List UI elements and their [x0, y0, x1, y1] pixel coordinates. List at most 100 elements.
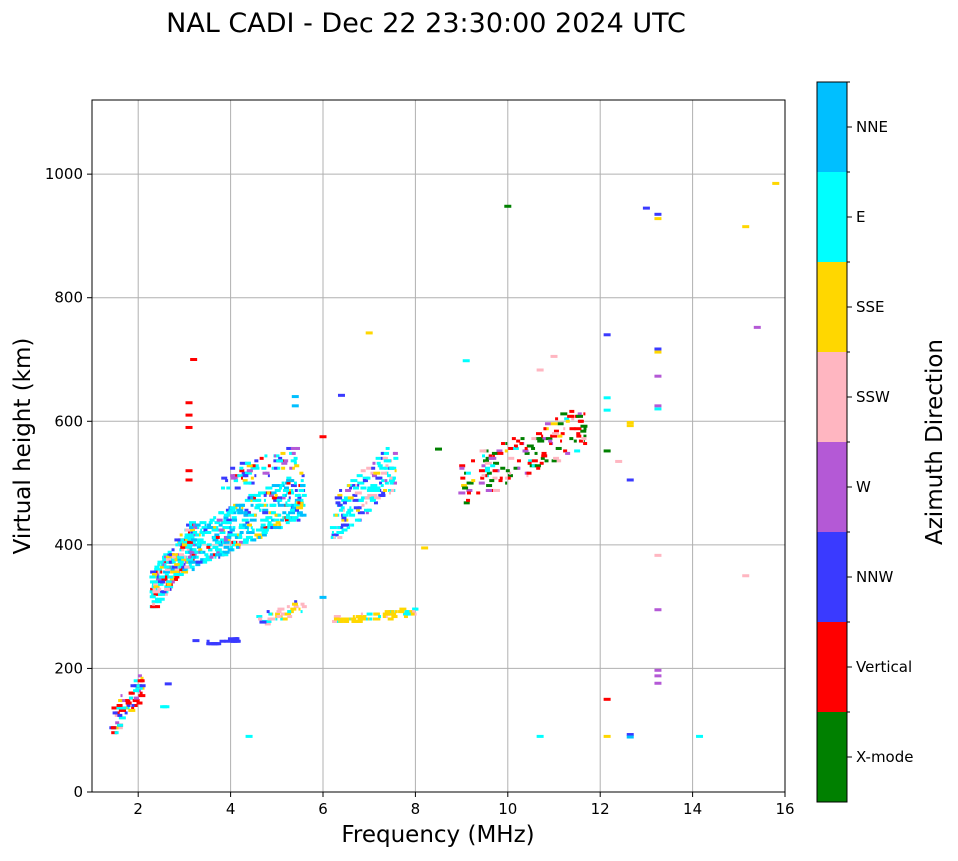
echo-point: [193, 523, 196, 527]
echo-point: [193, 523, 201, 527]
echo-point: [331, 533, 339, 537]
echo-point: [508, 456, 515, 460]
echo-point: [536, 368, 544, 372]
echo-point: [394, 615, 398, 619]
echo-point: [565, 419, 570, 423]
echo-point: [382, 451, 390, 455]
echo-point: [218, 543, 223, 547]
echo-point: [190, 526, 194, 530]
echo-point: [370, 484, 378, 488]
echo-point: [565, 451, 571, 455]
x-tick-label: 10: [498, 800, 517, 818]
echo-point: [275, 488, 279, 492]
echo-point: [319, 435, 327, 439]
echo-point: [541, 451, 547, 455]
echo-point: [499, 476, 503, 480]
echo-point: [535, 432, 542, 436]
echo-point: [531, 437, 537, 441]
echo-point: [294, 493, 301, 497]
echo-point: [583, 442, 588, 446]
echo-point: [162, 558, 167, 562]
echo-point: [179, 553, 185, 557]
echo-point: [171, 565, 178, 569]
echo-point: [298, 607, 301, 611]
echo-point: [398, 610, 404, 614]
echo-point: [507, 476, 511, 480]
plot-frame: [91, 99, 786, 793]
echo-point: [174, 563, 181, 567]
echo-point: [383, 488, 388, 492]
echo-point: [162, 705, 170, 709]
echo-point: [138, 694, 146, 698]
echo-point: [235, 535, 241, 539]
echo-point: [192, 540, 196, 544]
echo-point: [254, 493, 261, 497]
echo-point: [273, 459, 279, 463]
echo-point: [117, 723, 124, 727]
echo-point: [349, 484, 356, 488]
echo-point: [291, 506, 299, 510]
echo-point: [231, 533, 237, 537]
echo-point: [576, 434, 582, 438]
echo-point: [217, 528, 224, 532]
echo-point: [246, 531, 253, 534]
echo-point: [435, 447, 442, 451]
echo-point: [339, 619, 344, 623]
echo-point: [626, 735, 634, 739]
echo-point: [293, 503, 300, 507]
echo-point: [543, 427, 547, 431]
echo-point: [149, 595, 156, 599]
echo-point: [337, 503, 343, 507]
echo-point: [337, 526, 341, 530]
echo-point: [466, 498, 471, 502]
colorbar-tick-label: Vertical: [856, 658, 912, 676]
echo-point: [385, 464, 389, 468]
echo-point: [160, 570, 163, 574]
echo-point: [412, 607, 418, 611]
echo-point: [201, 560, 208, 564]
echo-point: [167, 575, 174, 579]
echo-point: [179, 568, 183, 572]
echo-point: [198, 548, 203, 552]
echo-point: [204, 553, 209, 557]
echo-point: [354, 518, 361, 522]
echo-point: [261, 526, 267, 530]
echo-point: [194, 550, 199, 554]
echo-point: [236, 479, 239, 483]
echo-point: [180, 545, 186, 549]
echo-point: [176, 555, 184, 559]
echo-point: [290, 484, 297, 488]
echo-point: [276, 496, 282, 500]
echo-point: [362, 476, 369, 480]
echo-point: [261, 466, 267, 470]
echo-point: [271, 526, 277, 530]
echo-point: [544, 422, 551, 426]
echo-point: [339, 617, 347, 621]
colorbar-segment: [817, 82, 847, 172]
echo-point: [254, 506, 258, 510]
echo-point: [626, 424, 634, 428]
echo-point: [352, 493, 358, 497]
echo-point: [355, 484, 358, 488]
echo-point: [212, 545, 219, 549]
echo-point: [531, 459, 538, 463]
colorbar-segment: [817, 352, 847, 442]
echo-point: [217, 553, 222, 557]
echo-point: [168, 558, 176, 562]
echo-point: [284, 518, 291, 522]
echo-point: [297, 496, 302, 500]
echo-point: [254, 459, 259, 463]
echo-point: [387, 617, 394, 621]
x-tick-label: 14: [683, 800, 702, 818]
echo-point: [381, 491, 386, 495]
echo-point: [569, 409, 575, 413]
echo-point: [277, 466, 281, 470]
echo-point: [294, 498, 301, 502]
echo-point: [254, 474, 257, 478]
echo-point: [272, 503, 277, 507]
echo-point: [516, 439, 521, 443]
echo-point: [179, 573, 184, 577]
echo-point: [291, 395, 299, 399]
echo-point: [188, 563, 192, 567]
echo-point: [255, 503, 261, 507]
